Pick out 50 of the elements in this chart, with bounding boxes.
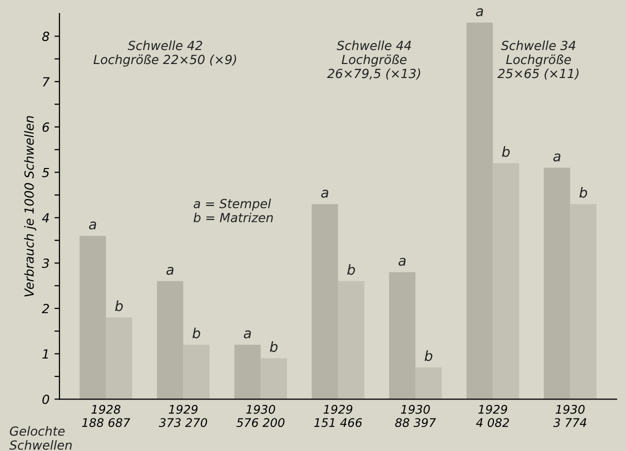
bar [234,344,261,400]
x-tick-label: 1930 88 397 [395,404,436,428]
series-label: b [192,328,200,338]
x-tick-label: 1930 576 200 [236,404,284,428]
bar [492,163,520,400]
text: a [398,258,406,266]
text: a [476,8,483,16]
text: b [579,186,588,198]
y-tick-label: 3 [42,258,49,268]
text: b [270,341,278,352]
y-tick-label: 6 [42,122,50,132]
bar [80,236,106,400]
y-tick-label: 0 [42,394,50,404]
bar [389,272,416,400]
y-tick-label: 2 [42,304,49,314]
x-tick-label: 1929 151 466 [314,404,362,428]
bar [156,281,184,400]
text: b [502,146,510,157]
bar [312,204,338,400]
x-tick-label: 1929 373 270 [158,404,208,428]
text: a [553,153,560,162]
text: Gelochte Schwellen [9,426,72,450]
y-tick-label: 8 [42,32,50,42]
bar [544,168,570,400]
y-tick-label: 4 [42,213,49,222]
annotation: Schwelle 44 Lochgröße 26×79,5 (×13) [327,40,420,80]
bar [183,344,210,400]
y-tick-label: 5 [42,168,50,178]
text: a [166,266,174,275]
bar [415,367,442,400]
x-tick-label: 1928 188 687 [82,404,130,428]
series-label: a [89,222,96,230]
annotation: a = Stempel b = Matrizen [194,198,273,222]
text: a [244,330,251,338]
bar [260,358,287,400]
y-tick-label: 1 [42,349,48,359]
text: a [321,190,328,198]
annotation: Schwelle 34 Lochgröße 25×65 (×11) [497,40,579,80]
bar [466,22,493,400]
x-tick-label: 1930 3 774 [553,404,586,428]
text: b [424,350,432,362]
bar [338,281,364,400]
text: b [115,300,123,312]
bar [106,317,132,400]
annotation: Schwelle 42 Lochgröße 22×50 (×9) [94,40,236,67]
y-tick-label: 7 [42,77,50,86]
x-tick-label: 1929 4 082 [476,404,509,428]
y-axis-title: Verbrauch je 1000 Schwellen [24,116,36,296]
bar [570,204,596,400]
text: b [347,264,355,275]
